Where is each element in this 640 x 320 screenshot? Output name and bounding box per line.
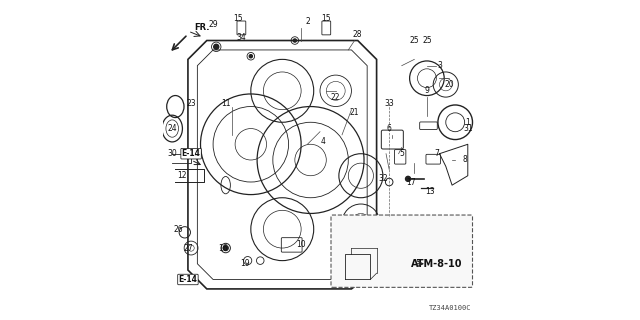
Circle shape <box>249 55 252 58</box>
Text: 17: 17 <box>406 178 416 187</box>
Text: 26: 26 <box>173 225 183 234</box>
Text: 21: 21 <box>350 108 359 117</box>
Text: 3: 3 <box>437 61 442 70</box>
Text: 30: 30 <box>167 149 177 158</box>
Text: 16: 16 <box>218 244 227 252</box>
Text: 15: 15 <box>234 14 243 23</box>
Text: 32: 32 <box>378 174 388 183</box>
Text: 1: 1 <box>465 118 470 127</box>
Text: 9: 9 <box>424 86 429 95</box>
Text: 10: 10 <box>296 240 306 249</box>
Text: 31: 31 <box>463 124 472 133</box>
FancyBboxPatch shape <box>331 215 472 287</box>
Text: 13: 13 <box>425 187 435 196</box>
Text: 34: 34 <box>237 33 246 42</box>
Text: E-14: E-14 <box>179 275 197 284</box>
Text: ATM-8-10: ATM-8-10 <box>411 259 462 269</box>
Circle shape <box>223 245 228 251</box>
Text: 8: 8 <box>462 156 467 164</box>
Text: 5: 5 <box>399 149 404 158</box>
Text: FR.: FR. <box>194 23 210 32</box>
Text: 22: 22 <box>331 92 340 102</box>
Text: 28: 28 <box>353 30 362 39</box>
Text: 2: 2 <box>305 17 310 26</box>
Text: 33: 33 <box>384 99 394 108</box>
Text: E-14: E-14 <box>182 149 200 158</box>
Text: 25: 25 <box>410 36 419 45</box>
Text: 27: 27 <box>183 244 193 252</box>
Text: 15: 15 <box>321 14 331 23</box>
Text: 7: 7 <box>434 149 439 158</box>
Text: 11: 11 <box>221 99 230 108</box>
Text: 25: 25 <box>422 36 432 45</box>
Circle shape <box>293 39 296 42</box>
Text: 20: 20 <box>444 80 454 89</box>
Text: 29: 29 <box>208 20 218 29</box>
Circle shape <box>214 44 219 49</box>
Circle shape <box>406 176 411 181</box>
Text: TZ34A0100C: TZ34A0100C <box>428 305 471 311</box>
Text: 24: 24 <box>168 124 177 133</box>
Text: 12: 12 <box>177 171 186 180</box>
Text: 23: 23 <box>186 99 196 108</box>
Text: 6: 6 <box>387 124 392 133</box>
Text: 4: 4 <box>321 137 326 146</box>
Text: 19: 19 <box>240 259 250 268</box>
